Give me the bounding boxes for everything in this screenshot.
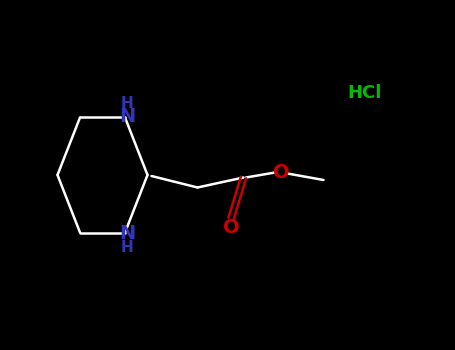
Text: HCl: HCl (348, 84, 382, 101)
Text: O: O (273, 163, 289, 182)
Text: N: N (119, 107, 136, 126)
Text: H: H (121, 96, 134, 111)
Text: O: O (222, 218, 239, 237)
Text: H: H (121, 240, 134, 255)
Text: N: N (119, 224, 136, 243)
